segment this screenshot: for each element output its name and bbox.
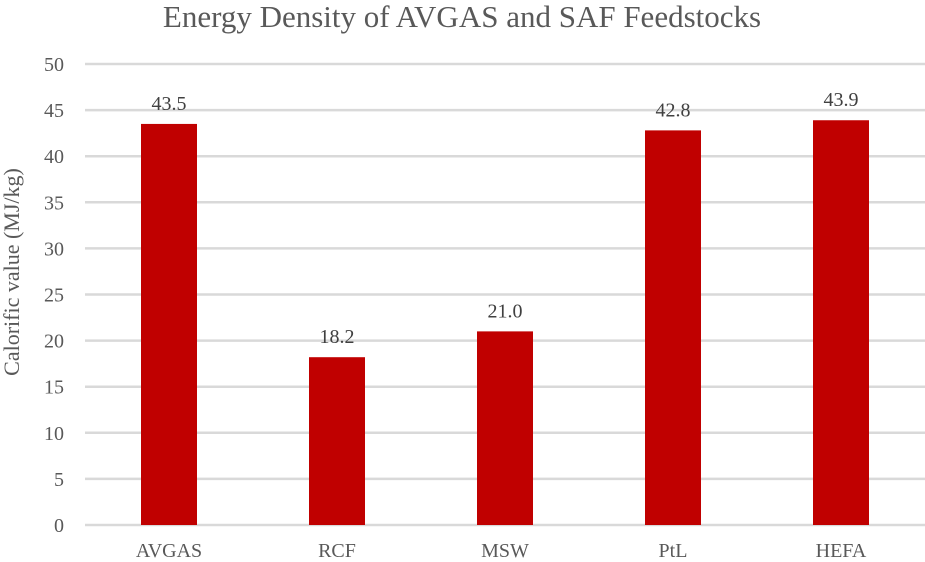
y-axis-title: Calorific value (MJ/kg) [0,168,24,376]
y-axis-ticks: 0 5 10 15 20 25 30 35 40 45 50 [44,54,64,537]
bar-hefa [813,120,869,525]
x-axis-ticks: AVGAS RCF MSW PtL HEFA [136,540,867,562]
bars [141,120,869,526]
bar-ptl [645,130,701,525]
y-tick-label: 0 [54,515,64,537]
bar-msw [477,331,533,525]
x-tick-label-avgas: AVGAS [136,540,202,562]
y-tick-label: 50 [44,54,64,76]
data-label-hefa: 43.9 [824,89,859,111]
data-labels: 43.5 18.2 21.0 42.8 43.9 [152,89,859,348]
bar-avgas [141,123,197,526]
data-label-ptl: 42.8 [656,99,691,121]
y-tick-label: 45 [44,100,64,122]
y-tick-label: 35 [44,192,64,214]
x-tick-label-rcf: RCF [318,540,356,562]
y-tick-label: 40 [44,146,64,168]
data-label-msw: 21.0 [488,300,523,322]
data-label-rcf: 18.2 [320,326,355,348]
y-tick-label: 20 [44,331,64,353]
data-label-avgas: 43.5 [152,93,187,115]
bar-rcf [309,357,365,525]
x-tick-label-ptl: PtL [659,540,688,562]
y-tick-label: 5 [54,469,64,491]
x-tick-label-msw: MSW [481,540,529,562]
x-tick-label-hefa: HEFA [816,540,867,562]
y-tick-label: 15 [44,377,64,399]
y-tick-label: 10 [44,423,64,445]
y-tick-label: 30 [44,238,64,260]
chart-title: Energy Density of AVGAS and SAF Feedstoc… [163,0,761,34]
y-tick-label: 25 [44,285,64,307]
